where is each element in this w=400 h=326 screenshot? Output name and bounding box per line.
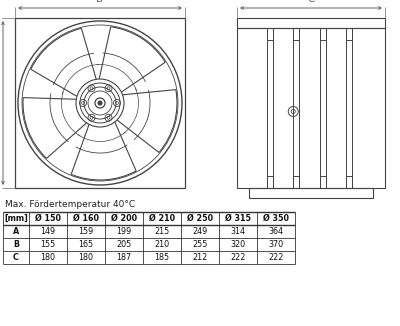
Text: 205: 205 (116, 240, 132, 249)
Bar (15, 18, 185, 188)
Text: 364: 364 (268, 227, 284, 236)
Text: Ø 210: Ø 210 (149, 214, 175, 223)
Text: 314: 314 (230, 227, 246, 236)
Text: 320: 320 (230, 240, 246, 249)
Text: C: C (13, 253, 19, 262)
Text: Ø 160: Ø 160 (73, 214, 99, 223)
Text: 222: 222 (268, 253, 284, 262)
Text: B: B (13, 240, 19, 249)
Text: Ø 200: Ø 200 (111, 214, 137, 223)
Text: 222: 222 (230, 253, 246, 262)
Text: 155: 155 (40, 240, 56, 249)
Text: C: C (307, 0, 315, 4)
Circle shape (98, 101, 102, 105)
Text: 215: 215 (154, 227, 170, 236)
Text: 159: 159 (78, 227, 94, 236)
Text: 180: 180 (78, 253, 94, 262)
Text: 180: 180 (40, 253, 56, 262)
Text: Ø 315: Ø 315 (225, 214, 251, 223)
Text: 210: 210 (154, 240, 170, 249)
Text: [mm]: [mm] (4, 214, 28, 223)
Bar (249, 188, 373, 198)
Text: A: A (13, 227, 19, 236)
Text: Max. Fördertemperatur 40°C: Max. Fördertemperatur 40°C (5, 200, 135, 209)
Text: 370: 370 (268, 240, 284, 249)
Text: 187: 187 (116, 253, 132, 262)
Bar (237, 18, 385, 28)
Text: Ø 150: Ø 150 (35, 214, 61, 223)
Text: 255: 255 (192, 240, 208, 249)
Text: 165: 165 (78, 240, 94, 249)
Text: B: B (96, 0, 104, 4)
Text: 185: 185 (154, 253, 170, 262)
Text: 212: 212 (192, 253, 208, 262)
Text: 199: 199 (116, 227, 132, 236)
Text: Ø 250: Ø 250 (187, 214, 213, 223)
Bar (237, 28, 385, 188)
Text: 249: 249 (192, 227, 208, 236)
Text: Ø 350: Ø 350 (263, 214, 289, 223)
Text: 149: 149 (40, 227, 56, 236)
